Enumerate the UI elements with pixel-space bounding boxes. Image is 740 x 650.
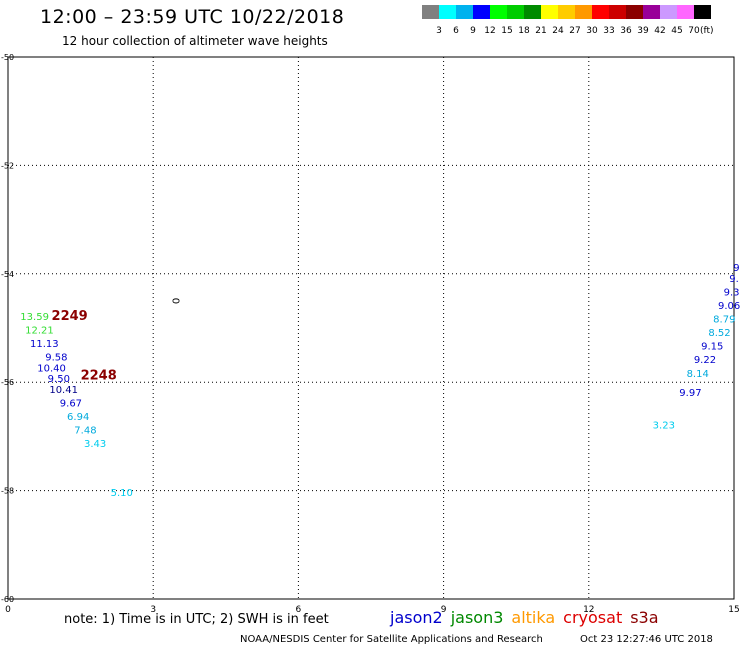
wave-height-label: 9.22 [694, 355, 716, 366]
wave-height-label: 9 [733, 263, 739, 274]
x-tick-label: 12 [583, 605, 594, 615]
wave-height-label: 9.50 [48, 374, 70, 385]
y-tick-label: -60 [1, 595, 14, 604]
colorbar-swatch [694, 5, 711, 19]
track-marker: 0 [170, 298, 181, 304]
colorbar-label: 70 [688, 26, 700, 36]
x-tick-label: 0 [5, 605, 11, 615]
y-tick-label: -58 [1, 487, 14, 496]
colorbar-label: 18 [518, 26, 530, 36]
colorbar-swatch [439, 5, 456, 19]
colorbar-label: 30 [586, 26, 598, 36]
colorbar-label: 3 [436, 26, 442, 36]
satellite-s3a: s3a [630, 608, 659, 627]
x-tick-label: 3 [150, 605, 156, 615]
satellite-altika: altika [511, 608, 556, 627]
colorbar-label: 12 [484, 26, 496, 36]
colorbar-label: 27 [569, 26, 581, 36]
wave-height-label: 9.15 [701, 342, 723, 353]
colorbar-label: 24 [552, 26, 564, 36]
wave-height-label: 9.58 [45, 353, 67, 364]
colorbar-swatch [422, 5, 439, 19]
colorbar-swatch [643, 5, 660, 19]
colorbar-swatch [456, 5, 473, 19]
map-subtitle: 12 hour collection of altimeter wave hei… [62, 34, 328, 48]
satellite-legend: jason2 jason3 altika cryosat s3a [390, 608, 667, 627]
colorbar-swatch [626, 5, 643, 19]
colorbar-swatch [609, 5, 626, 19]
colorbar-swatch [507, 5, 524, 19]
y-tick-label: -56 [1, 378, 14, 387]
colorbar-swatch [490, 5, 507, 19]
wave-height-label: 5.10 [111, 488, 133, 499]
wave-height-label: 7.48 [74, 426, 96, 437]
colorbar-label: 45 [671, 26, 683, 36]
wave-height-label: 8.14 [687, 369, 709, 380]
wave-height-label: 8.52 [708, 328, 730, 339]
pass-time-label: 2249 [52, 309, 88, 324]
x-tick-label: 6 [296, 605, 302, 615]
wave-height-label: 9. [729, 274, 739, 285]
colorbar-label: 39 [637, 26, 649, 36]
colorbar-swatch [660, 5, 677, 19]
wave-height-label: 10.41 [49, 385, 78, 396]
pass-time-label: 2248 [81, 368, 117, 383]
colorbar-swatch [592, 5, 609, 19]
wave-height-label: 9.97 [679, 388, 701, 399]
colorbar-label: 36 [620, 26, 632, 36]
colorbar-label: 15 [501, 26, 513, 36]
colorbar-swatch [473, 5, 490, 19]
y-tick-label: -54 [1, 270, 14, 279]
wave-height-label: 9.3 [724, 287, 740, 298]
x-tick-label: 15 [728, 605, 739, 615]
colorbar-swatch [541, 5, 558, 19]
wave-height-label: 9.06 [718, 301, 740, 312]
colorbar-label: 9 [470, 26, 476, 36]
colorbar-swatch [575, 5, 592, 19]
satellite-cryosat: cryosat [563, 608, 623, 627]
colorbar-swatch [558, 5, 575, 19]
generation-timestamp: Oct 23 12:27:46 UTC 2018 [580, 634, 713, 645]
colorbar-swatch [524, 5, 541, 19]
colorbar-label: 42 [654, 26, 666, 36]
satellite-jason2: jason2 [390, 608, 443, 627]
wave-height-label: 6.94 [67, 412, 89, 423]
satellite-jason3: jason3 [450, 608, 504, 627]
wave-height-label: 12.21 [25, 325, 54, 336]
wave-height-label: 8.79 [713, 315, 735, 326]
wave-height-label: 3.23 [653, 420, 675, 431]
wave-height-label: 11.13 [30, 339, 59, 350]
wave-height-label: 10.40 [37, 363, 66, 374]
wave-height-label: 3.43 [84, 439, 106, 450]
agency-credit: NOAA/NESDIS Center for Satellite Applica… [240, 634, 543, 645]
map-title: 12:00 – 23:59 UTC 10/22/2018 [40, 6, 345, 28]
colorbar-unit: (ft) [700, 26, 714, 36]
wave-height-label: 13.59 [20, 312, 49, 323]
x-tick-label: 9 [441, 605, 447, 615]
colorbar-label: 21 [535, 26, 547, 36]
colorbar-label: 33 [603, 26, 615, 36]
y-tick-label: -52 [1, 161, 14, 170]
footer-note: note: 1) Time is in UTC; 2) SWH is in fe… [64, 612, 329, 627]
colorbar-label: 6 [453, 26, 459, 36]
y-tick-label: -50 [1, 53, 14, 62]
map-frame [7, 56, 735, 600]
colorbar-swatch [677, 5, 694, 19]
wave-height-label: 9.67 [60, 399, 82, 410]
